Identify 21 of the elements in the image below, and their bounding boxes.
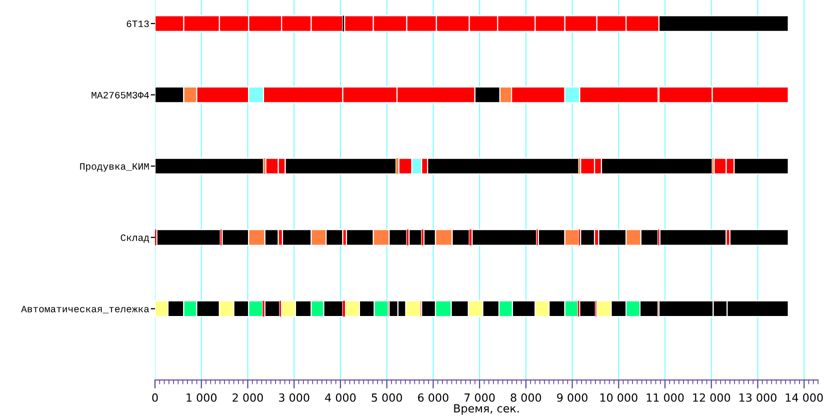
x-tick-label: 9 000 xyxy=(557,393,588,402)
x-tick-label: 1 000 xyxy=(186,393,217,402)
x-tick-label: 3 000 xyxy=(279,393,310,402)
x-tick-label: 14 000 xyxy=(786,393,823,402)
y-tick-label: Продувка_КИМ xyxy=(80,163,149,172)
x-tick-label: 2 000 xyxy=(232,393,263,402)
x-tick-label: 13 000 xyxy=(740,393,776,402)
y-tick-label: Автоматическая_тележка xyxy=(21,306,150,314)
x-tick-label: 4 000 xyxy=(325,393,356,402)
x-tick-label: 0 xyxy=(152,393,158,402)
y-tick-label: MA2765M3Ф4 xyxy=(92,92,149,98)
x-tick-label: 6 000 xyxy=(418,393,448,402)
x-tick-label: 11 000 xyxy=(646,393,684,402)
x-tick-label: 7 000 xyxy=(464,393,495,402)
x-tick-label: 8 000 xyxy=(510,393,542,402)
y-tick-label: Склад xyxy=(120,234,150,243)
x-tick-label: 12 000 xyxy=(693,393,730,402)
x-tick-label: 5 000 xyxy=(372,393,402,402)
x-axis-title: Время, сек. xyxy=(454,404,519,415)
x-tick-label: 10 000 xyxy=(600,393,638,402)
y-tick-label: 6T13 xyxy=(126,20,149,28)
